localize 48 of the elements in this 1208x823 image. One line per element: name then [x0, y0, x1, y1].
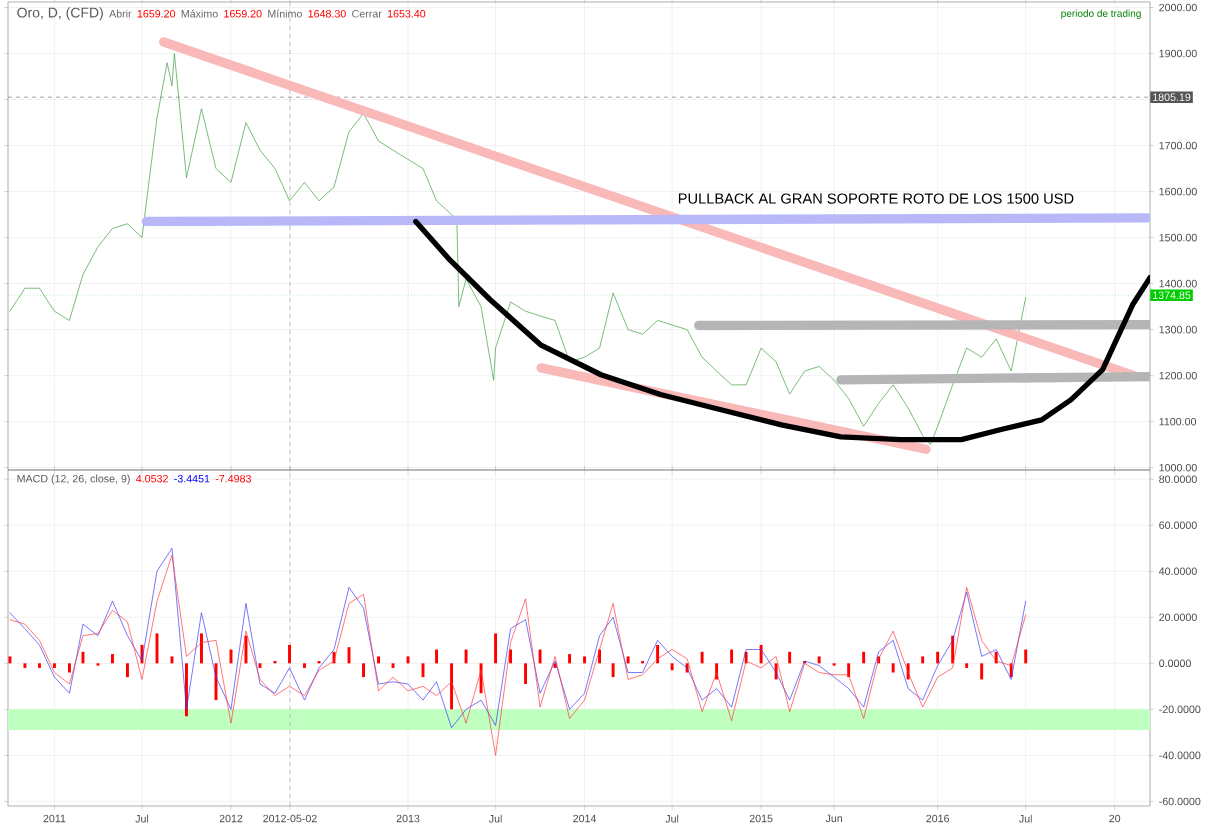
x-tick-label: 2013 — [396, 814, 420, 823]
y-tick-label: 1500.00 — [1159, 233, 1197, 242]
annotation: -3.4451 — [174, 474, 210, 483]
y-tick-label: 1300.00 — [1159, 325, 1197, 334]
y-tick-label: 1200.00 — [1159, 371, 1197, 380]
y-tick-label: -40.0000 — [1159, 751, 1201, 760]
y-tick-label: 60.0000 — [1159, 521, 1197, 530]
y-tick-label: 2000.00 — [1159, 3, 1197, 12]
x-tick-label: 20 — [1109, 814, 1121, 823]
y-tick-label: 20.0000 — [1159, 613, 1197, 622]
annotation: Cerrar — [352, 9, 382, 18]
chart-title: MACD (12, 26, close, 9) — [17, 474, 130, 485]
x-tick-label: 2014 — [573, 814, 597, 823]
annotation: periodo de trading — [1061, 9, 1141, 19]
x-tick-label: Jul — [488, 814, 502, 823]
x-tick-label: Jul — [135, 814, 149, 823]
annotation: Máximo — [181, 9, 218, 18]
annotation: 1659.20 — [224, 9, 262, 18]
ref-line-label: 1374.85 — [1153, 291, 1191, 299]
ref-line-label: 1805.19 — [1153, 93, 1191, 101]
y-tick-label: -20.0000 — [1159, 705, 1201, 714]
y-tick-label: 1100.00 — [1159, 417, 1197, 426]
annotation: 1653.40 — [387, 9, 426, 18]
x-tick-label: Jul — [1019, 814, 1032, 823]
y-tick-label: 40.0000 — [1158, 567, 1197, 576]
x-tick-label: 2016 — [926, 814, 950, 823]
x-tick-label: Jul — [665, 814, 679, 823]
annotation: 1659.20 — [137, 9, 176, 18]
annotation: 1648.30 — [308, 9, 346, 18]
annotation: 4.0532 — [136, 474, 168, 483]
x-tick-label: Jun — [825, 814, 843, 823]
x-tick-label: 2012-05-02 — [263, 814, 317, 823]
y-tick-label: 1600.00 — [1159, 187, 1197, 196]
chart-title: Oro, D, (CFD) — [17, 7, 103, 21]
y-tick-label: 1900.00 — [1159, 49, 1197, 58]
annotation: Mínimo — [268, 9, 302, 18]
x-tick-label: 2012 — [219, 814, 243, 823]
y-tick-label: 1700.00 — [1159, 141, 1197, 150]
y-tick-label: 0.0000 — [1159, 659, 1191, 668]
y-tick-label: 80.0000 — [1159, 475, 1197, 483]
y-tick-label: 1400.00 — [1159, 279, 1197, 288]
x-tick-label: 2015 — [749, 814, 773, 823]
annotation: PULLBACK AL GRAN SOPORTE ROTO DE LOS 1500 USD — [678, 193, 1074, 204]
y-tick-label: 1000.00 — [1159, 463, 1197, 472]
annotation: -7.4983 — [215, 474, 251, 483]
x-tick-label: 2011 — [43, 814, 66, 823]
y-tick-label: -60.0000 — [1159, 797, 1201, 806]
annotation: Abrir — [109, 9, 132, 18]
